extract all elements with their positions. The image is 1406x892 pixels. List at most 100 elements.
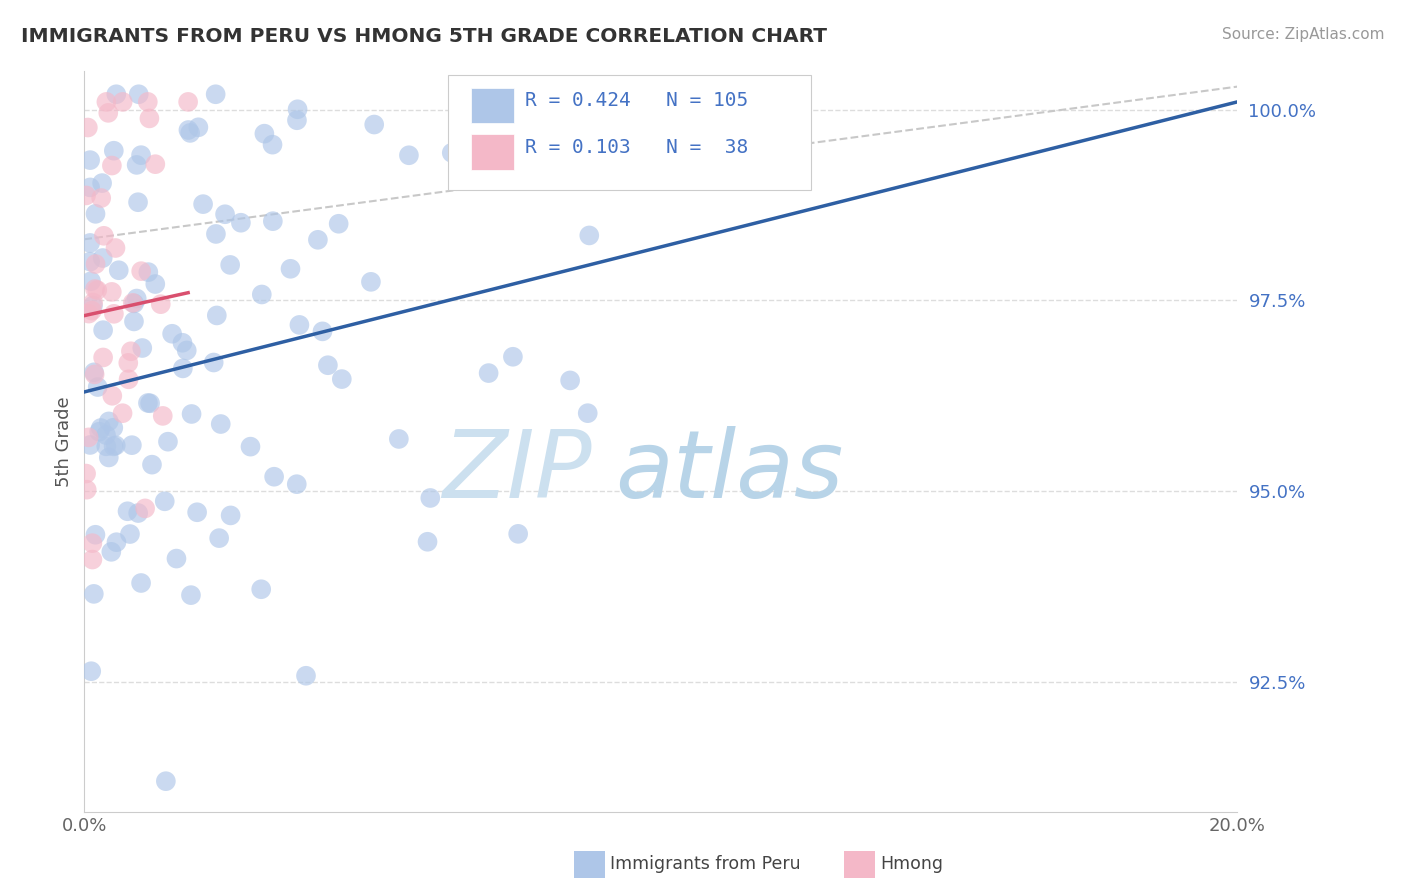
Point — [77, 430, 100, 444]
Point — [129, 264, 152, 278]
Point — [186, 505, 208, 519]
Point — [129, 148, 152, 162]
Point — [86, 380, 108, 394]
Point — [152, 409, 174, 423]
Point — [202, 355, 225, 369]
Point — [204, 87, 226, 102]
Point — [316, 358, 339, 372]
Point — [136, 95, 159, 109]
Point — [100, 545, 122, 559]
Point — [136, 396, 159, 410]
Point — [107, 263, 129, 277]
Point — [179, 126, 201, 140]
Point — [558, 373, 581, 387]
Point — [84, 257, 107, 271]
Point — [180, 588, 202, 602]
Point — [131, 341, 153, 355]
Point — [117, 356, 139, 370]
Point — [219, 508, 242, 523]
Point — [136, 265, 159, 279]
Point — [288, 318, 311, 332]
Point — [101, 285, 124, 299]
Point — [177, 95, 200, 109]
Point — [149, 297, 172, 311]
Point — [440, 145, 463, 160]
Point — [285, 113, 308, 128]
Point — [82, 536, 104, 550]
Point — [75, 467, 97, 481]
Point — [330, 372, 353, 386]
Point — [86, 283, 108, 297]
Point — [141, 458, 163, 472]
Point — [75, 188, 97, 202]
Point — [83, 365, 105, 379]
Point — [239, 440, 262, 454]
Point — [101, 389, 124, 403]
Point — [76, 120, 98, 135]
FancyBboxPatch shape — [471, 135, 515, 169]
Point — [77, 307, 100, 321]
Point — [287, 103, 309, 117]
Text: ZIP: ZIP — [441, 425, 592, 516]
Point — [311, 324, 333, 338]
Point — [172, 335, 194, 350]
Point — [104, 241, 127, 255]
Point — [103, 439, 125, 453]
Point — [111, 406, 134, 420]
Point — [117, 372, 139, 386]
Point — [82, 295, 104, 310]
Point — [250, 582, 273, 597]
Point — [191, 197, 214, 211]
Text: Immigrants from Peru: Immigrants from Peru — [610, 855, 801, 873]
Point — [111, 95, 134, 109]
Point — [166, 551, 188, 566]
Point — [101, 159, 124, 173]
Point — [478, 366, 501, 380]
Point — [280, 261, 302, 276]
Point — [91, 323, 114, 337]
Point — [285, 477, 308, 491]
Point — [79, 180, 101, 194]
Text: R = 0.424   N = 105: R = 0.424 N = 105 — [524, 91, 748, 111]
Point — [117, 504, 139, 518]
Point — [419, 491, 441, 505]
Point — [97, 106, 120, 120]
Point — [90, 421, 112, 435]
Point — [90, 191, 112, 205]
Text: IMMIGRANTS FROM PERU VS HMONG 5TH GRADE CORRELATION CHART: IMMIGRANTS FROM PERU VS HMONG 5TH GRADE … — [21, 27, 827, 45]
Point — [80, 303, 103, 318]
Text: Source: ZipAtlas.com: Source: ZipAtlas.com — [1222, 27, 1385, 42]
Point — [93, 228, 115, 243]
Point — [91, 351, 114, 365]
Point — [83, 587, 105, 601]
Point — [122, 314, 145, 328]
Point — [91, 251, 114, 265]
Point — [209, 417, 232, 431]
Point — [363, 118, 385, 132]
Text: atlas: atlas — [614, 425, 844, 516]
Point — [96, 439, 118, 453]
Point — [229, 216, 252, 230]
Point — [328, 217, 350, 231]
Point — [97, 450, 120, 465]
Point — [118, 527, 141, 541]
Point — [295, 669, 318, 683]
Point — [121, 296, 143, 310]
Point — [388, 432, 411, 446]
Point — [76, 483, 98, 497]
Point — [307, 233, 329, 247]
Point — [697, 139, 720, 153]
Point — [105, 87, 128, 102]
Point — [578, 228, 600, 243]
FancyBboxPatch shape — [471, 87, 515, 123]
Point — [127, 506, 149, 520]
Point — [104, 438, 127, 452]
Point — [176, 343, 198, 358]
Point — [91, 176, 114, 190]
Point — [105, 535, 128, 549]
Point — [187, 120, 209, 135]
Point — [103, 144, 125, 158]
Point — [84, 282, 107, 296]
Point — [160, 326, 183, 341]
Point — [360, 275, 382, 289]
